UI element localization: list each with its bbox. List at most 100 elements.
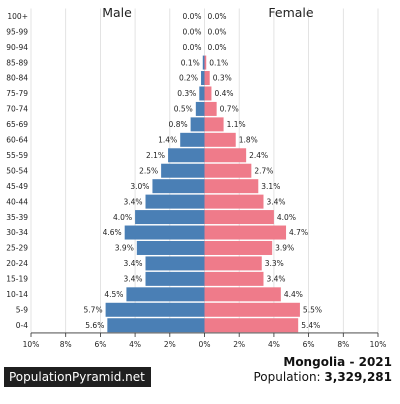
bar-female [204,240,273,255]
age-group-label: 25-29 [6,244,28,253]
female-value-label: 5.4% [301,321,320,330]
bar-female [204,302,300,317]
value-labels: 0.0% 0.0% 0.0% 0.0% 0.0% 0.0% 0.1% 0.1% 0.2% 0.3%… [84,12,322,330]
bar-male [135,210,205,225]
male-value-label: 3.0% [130,182,149,191]
bar-female [204,163,252,178]
male-value-label: 4.6% [103,228,122,237]
bar-female [204,287,281,302]
age-group-label: 80-84 [6,74,28,83]
female-label: Female [268,5,314,20]
bar-male [168,148,205,163]
female-value-label: 0.0% [208,43,227,52]
x-tick-label: 8% [60,340,72,349]
female-value-label: 1.8% [239,136,258,145]
bar-male [202,55,205,70]
x-tick-label: 2% [164,340,176,349]
age-group-label: 95-99 [6,27,28,36]
bar-male [199,86,205,101]
male-value-label: 2.1% [146,151,165,160]
male-value-label: 0.2% [179,74,198,83]
x-tick-label: 0% [199,340,211,349]
male-value-label: 4.0% [113,213,132,222]
x-tick-label: 6% [94,340,106,349]
x-tick-label: 2% [233,340,245,349]
age-group-label: 55-59 [6,151,28,160]
bar-female [204,210,274,225]
age-group-label: 5-9 [16,305,28,314]
bar-female [204,194,264,209]
bar-male [145,194,205,209]
age-group-label: 75-79 [6,89,28,98]
population-line: Population: 3,329,281 [254,370,393,384]
female-value-label: 0.0% [208,27,227,36]
bar-female [204,86,212,101]
age-group-label: 15-19 [6,275,28,284]
bar-male [105,302,205,317]
bar-female [204,225,287,240]
male-value-label: 3.4% [123,275,142,284]
female-value-label: 0.7% [220,105,239,114]
male-value-label: 5.7% [84,305,103,314]
bars-group [105,55,300,333]
population-pyramid-chart: 100+ 95-99 90-94 85-89 80-84 75-79 70-74 65-69 6… [6,5,386,349]
bar-male [180,132,205,147]
age-group-label: 40-44 [6,197,28,206]
male-value-label: 0.8% [169,120,188,129]
bar-female [204,179,259,194]
male-value-label: 0.3% [177,89,196,98]
female-value-label: 3.1% [261,182,280,191]
x-tick-label: 8% [337,340,349,349]
female-value-label: 0.0% [208,12,227,21]
population-label: Population: [253,370,321,384]
age-group-label: 10-14 [6,290,28,299]
brand-badge: PopulationPyramid.net [4,367,151,387]
x-tick-label: 4% [268,340,280,349]
age-group-label: 100+ [7,12,28,21]
male-value-label: 0.1% [181,58,200,67]
age-group-label: 70-74 [6,105,28,114]
female-value-label: 0.4% [214,89,233,98]
bar-female [204,271,264,286]
bar-female [204,101,217,116]
female-value-label: 3.9% [275,244,294,253]
bar-female [204,71,210,86]
chart-title: Mongolia - 2021 [283,355,392,369]
bar-male [124,225,205,240]
x-tick-label: 6% [303,340,315,349]
female-value-label: 4.4% [284,290,303,299]
female-value-label: 2.4% [249,151,268,160]
age-group-label: 60-64 [6,136,28,145]
bar-male [201,71,205,86]
age-group-label: 45-49 [6,182,28,191]
female-value-label: 0.3% [213,74,232,83]
age-group-label: 90-94 [6,43,28,52]
female-value-label: 5.5% [303,305,322,314]
male-value-label: 0.0% [182,12,201,21]
male-value-label: 0.5% [174,105,193,114]
age-group-label: 0-4 [16,321,28,330]
male-value-label: 4.5% [104,290,123,299]
bar-female [204,256,262,271]
male-value-label: 5.6% [85,321,104,330]
male-label: Male [102,5,132,20]
female-value-label: 4.0% [277,213,296,222]
age-group-label: 35-39 [6,213,28,222]
female-value-label: 3.3% [265,259,284,268]
bar-female [204,148,247,163]
bar-male [107,318,205,333]
male-value-label: 2.5% [139,166,158,175]
female-value-label: 1.1% [227,120,246,129]
female-value-label: 3.4% [266,197,285,206]
male-value-label: 1.4% [158,136,177,145]
bar-female [204,132,236,147]
bar-male [161,163,205,178]
age-group-label: 65-69 [6,120,28,129]
bar-female [204,55,207,70]
female-value-label: 3.4% [266,275,285,284]
bar-male [145,256,205,271]
bar-female [204,318,299,333]
female-value-label: 4.7% [289,228,308,237]
bar-male [152,179,205,194]
female-value-label: 2.7% [254,166,273,175]
